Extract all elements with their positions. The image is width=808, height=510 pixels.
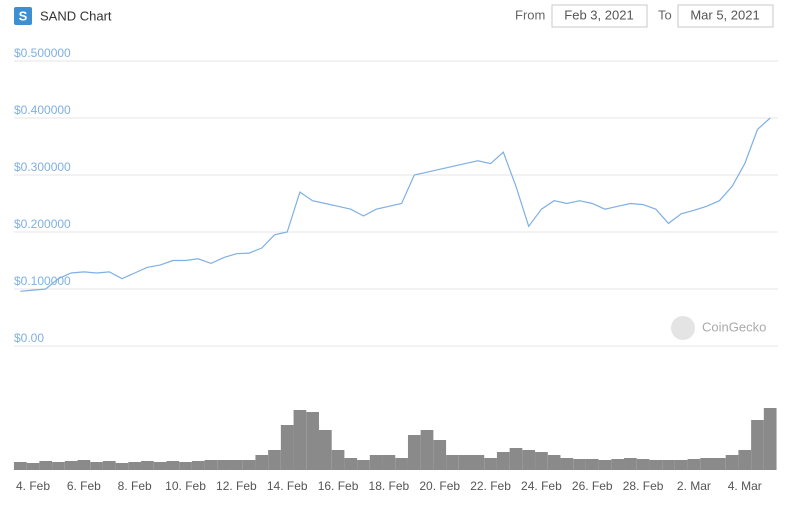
volume-bar: [674, 460, 688, 470]
volume-bar: [128, 462, 142, 470]
watermark: CoinGecko: [702, 319, 766, 334]
volume-bar: [712, 458, 726, 470]
volume-bar: [700, 458, 713, 470]
volume-bar: [102, 461, 116, 470]
to-input[interactable]: [677, 4, 774, 28]
volume-bar: [471, 455, 485, 470]
x-tick-label: 4. Mar: [728, 479, 762, 493]
volume-bar: [242, 460, 256, 470]
x-tick-label: 6. Feb: [67, 479, 101, 493]
volume-bar: [738, 450, 752, 470]
x-tick-label: 26. Feb: [572, 479, 613, 493]
volume-bar: [318, 430, 332, 470]
to-label: To: [658, 7, 672, 22]
volume-bar: [573, 459, 586, 470]
volume-bar: [725, 455, 739, 470]
volume-bar: [687, 459, 701, 470]
x-tick-label: 16. Feb: [318, 479, 359, 493]
x-tick-label: 20. Feb: [419, 479, 460, 493]
y-tick-label: $0.300000: [14, 160, 71, 174]
x-tick-label: 10. Feb: [165, 479, 206, 493]
from-label: From: [515, 7, 545, 22]
from-value[interactable]: Feb 3, 2021: [564, 7, 633, 22]
volume-bar: [624, 458, 637, 470]
price-line: [20, 117, 771, 292]
volume-bar: [77, 460, 91, 470]
x-tick-label: 28. Feb: [623, 479, 664, 493]
volume-bar: [598, 460, 612, 470]
x-tick-label: 14. Feb: [267, 479, 308, 493]
volume-bar: [433, 440, 447, 470]
volume-bar: [535, 452, 548, 470]
volume-bar: [611, 459, 625, 470]
volume-bar: [560, 458, 574, 470]
volume-bar: [496, 452, 510, 470]
volume-bar: [280, 425, 294, 470]
volume-bar: [509, 448, 523, 470]
volume-bar: [547, 455, 561, 470]
logo: [14, 7, 32, 25]
volume-bar: [763, 408, 777, 470]
x-tick-label: 24. Feb: [521, 479, 562, 493]
x-tick-label: 18. Feb: [369, 479, 410, 493]
volume-bar: [191, 461, 205, 470]
volume-bar: [458, 455, 472, 470]
volume-bar: [26, 463, 40, 470]
chart-title: SAND Chart: [40, 8, 112, 23]
volume-bar: [268, 450, 281, 470]
x-tick-label: 8. Feb: [118, 479, 152, 493]
volume-bar: [407, 435, 421, 470]
y-tick-label: $0.200000: [14, 217, 71, 231]
volume-bar: [293, 410, 307, 470]
volume-bar: [153, 462, 167, 470]
volume-bar: [13, 462, 27, 470]
volume-bar: [64, 461, 78, 470]
volume-bar: [90, 462, 103, 470]
volume-bar: [382, 455, 396, 470]
y-tick-label: $0.100000: [14, 274, 71, 288]
from-input[interactable]: [551, 4, 648, 28]
volume-bar: [357, 460, 370, 470]
volume-bar: [115, 463, 129, 470]
volume-bar: [662, 460, 675, 470]
volume-bar: [649, 460, 663, 470]
volume-bar: [230, 460, 243, 470]
y-tick-label: $0.500000: [14, 46, 71, 60]
x-tick-label: 4. Feb: [16, 479, 50, 493]
volume-bar: [306, 412, 319, 470]
volume-bar: [585, 459, 599, 470]
volume-bar: [395, 458, 408, 470]
volume-bar: [255, 455, 269, 470]
x-tick-label: 12. Feb: [216, 479, 257, 493]
volume-bar: [344, 458, 358, 470]
volume-bar: [166, 461, 180, 470]
volume-bar: [420, 430, 434, 470]
watermark-logo: [671, 316, 695, 340]
volume-bar: [39, 461, 53, 470]
x-tick-label: 22. Feb: [470, 479, 511, 493]
volume-bar: [331, 450, 345, 470]
y-tick-label: $0.400000: [14, 103, 71, 117]
volume-bar: [751, 420, 764, 470]
volume-bar: [179, 462, 192, 470]
x-tick-label: 2. Mar: [677, 479, 711, 493]
volume-bar: [522, 450, 536, 470]
volume-bar: [52, 462, 65, 470]
volume-bar: [204, 460, 218, 470]
volume-bar: [141, 461, 154, 470]
volume-bar: [636, 459, 650, 470]
volume-bar: [446, 455, 459, 470]
volume-bar: [369, 455, 383, 470]
volume-bar: [484, 458, 497, 470]
y-tick-label: $0.00: [14, 331, 44, 345]
logo-letter: S: [19, 8, 28, 23]
volume-bar: [217, 460, 231, 470]
to-value[interactable]: Mar 5, 2021: [690, 7, 759, 22]
